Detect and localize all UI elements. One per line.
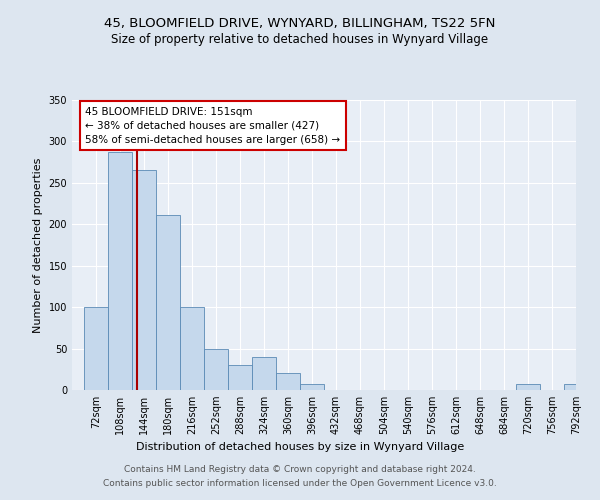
Bar bbox=[276, 374, 300, 390]
Text: Size of property relative to detached houses in Wynyard Village: Size of property relative to detached ho… bbox=[112, 32, 488, 46]
Bar bbox=[180, 307, 204, 390]
Bar bbox=[300, 384, 324, 390]
Bar bbox=[564, 384, 588, 390]
Text: Contains HM Land Registry data © Crown copyright and database right 2024.
Contai: Contains HM Land Registry data © Crown c… bbox=[103, 466, 497, 487]
Bar bbox=[156, 215, 180, 390]
Bar bbox=[516, 384, 540, 390]
Text: 45, BLOOMFIELD DRIVE, WYNYARD, BILLINGHAM, TS22 5FN: 45, BLOOMFIELD DRIVE, WYNYARD, BILLINGHA… bbox=[104, 18, 496, 30]
Bar bbox=[252, 357, 276, 390]
Bar bbox=[108, 152, 132, 390]
Bar bbox=[204, 348, 228, 390]
Bar bbox=[132, 170, 156, 390]
Y-axis label: Number of detached properties: Number of detached properties bbox=[33, 158, 43, 332]
Bar bbox=[228, 365, 252, 390]
Text: Distribution of detached houses by size in Wynyard Village: Distribution of detached houses by size … bbox=[136, 442, 464, 452]
Text: 45 BLOOMFIELD DRIVE: 151sqm
← 38% of detached houses are smaller (427)
58% of se: 45 BLOOMFIELD DRIVE: 151sqm ← 38% of det… bbox=[85, 106, 340, 144]
Bar bbox=[84, 307, 108, 390]
